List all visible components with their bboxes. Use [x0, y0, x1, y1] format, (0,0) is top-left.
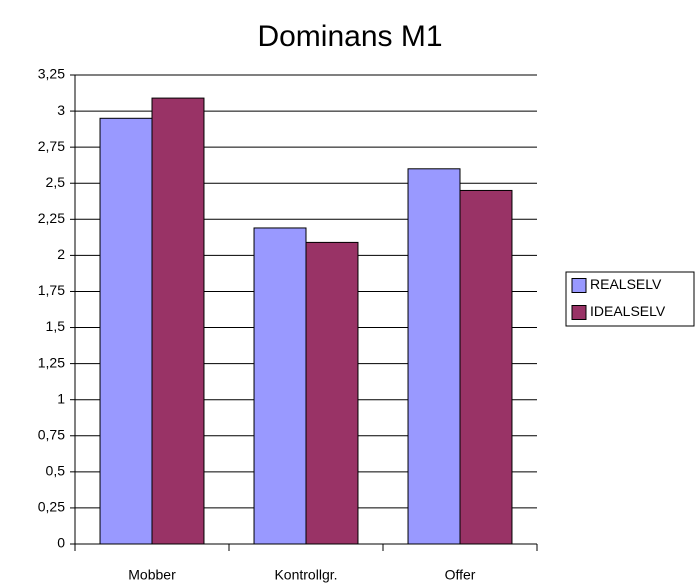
y-tick-label: 1,5 — [46, 318, 66, 334]
bar — [99, 117, 153, 545]
x-tick-label: Mobber — [128, 567, 176, 583]
legend-swatch — [571, 278, 587, 293]
y-tick-label: 3,25 — [38, 66, 65, 82]
y-tick-label: 0,5 — [46, 463, 66, 479]
chart-title: Dominans M1 — [257, 20, 442, 53]
y-tick-label: 0,25 — [38, 499, 65, 515]
bar — [305, 241, 359, 545]
y-tick-label: 2,5 — [46, 174, 66, 190]
y-tick-label: 2,75 — [38, 138, 65, 154]
bar — [253, 227, 307, 545]
y-tick-label: 1,75 — [38, 282, 65, 298]
y-tick-label: 3 — [57, 102, 65, 118]
legend-label: IDEALSELV — [590, 303, 666, 319]
legend-swatch — [571, 305, 587, 320]
bar — [459, 189, 513, 545]
y-tick-label: 0,75 — [38, 426, 65, 442]
x-tick-label: Kontrollgr. — [274, 567, 337, 583]
y-tick-label: 2 — [57, 246, 65, 262]
y-tick-label: 1,25 — [38, 354, 65, 370]
legend-box — [565, 271, 695, 327]
y-tick-label: 2,25 — [38, 210, 65, 226]
bar — [407, 168, 461, 545]
y-tick-label: 0 — [57, 535, 65, 551]
y-tick-label: 1 — [57, 390, 65, 406]
x-tick-label: Offer — [445, 567, 476, 583]
bar — [151, 97, 205, 545]
legend-label: REALSELV — [590, 276, 662, 292]
